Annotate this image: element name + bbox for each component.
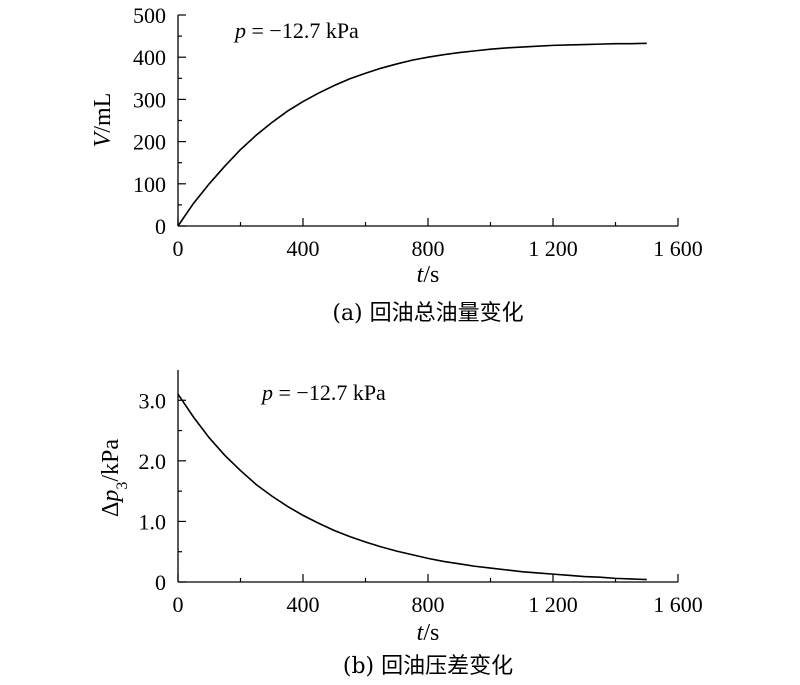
chart-b-annotation: p = −12.7 kPa xyxy=(260,380,386,405)
chart-a-series-line xyxy=(177,42,647,227)
y-tick-label: 100 xyxy=(133,172,166,197)
x-tick-label: 0 xyxy=(173,592,184,617)
chart-b-series-line xyxy=(177,393,647,581)
x-tick-label: 800 xyxy=(412,236,445,261)
y-tick-label: 3.0 xyxy=(139,388,167,413)
chart-a-caption: (a) 回油总油量变化 xyxy=(332,301,523,326)
x-tick-label: 800 xyxy=(412,592,445,617)
chart-a-y-axis-label: V/mL xyxy=(90,93,116,148)
x-tick-label: 1 600 xyxy=(653,592,703,617)
chart-a-y-tick-labels: 0 100 200 300 400 500 xyxy=(133,3,166,239)
chart-b-y-tick-labels: 0 1.0 2.0 3.0 xyxy=(139,388,167,595)
x-tick-label: 400 xyxy=(287,592,320,617)
y-tick-label: 300 xyxy=(133,87,166,112)
chart-b-x-tick-labels: 0 400 800 1 200 1 600 xyxy=(173,592,703,617)
y-tick-label: 400 xyxy=(133,45,166,70)
x-tick-label: 0 xyxy=(173,236,184,261)
chart-b-x-axis-label: t/s xyxy=(417,620,440,646)
chart-b-y-axis-label: Δp3/kPa xyxy=(98,439,131,517)
y-tick-label: 500 xyxy=(133,3,166,28)
y-tick-label: 1.0 xyxy=(139,509,167,534)
chart-a: 0 400 800 1 200 1 600 0 100 200 300 400 500 p = −… xyxy=(90,3,703,326)
y-tick-label: 0 xyxy=(155,214,166,239)
chart-a-x-tick-labels: 0 400 800 1 200 1 600 xyxy=(173,236,703,261)
x-tick-label: 1 200 xyxy=(528,592,578,617)
chart-b: 0 400 800 1 200 1 600 0 1.0 2.0 3.0 p = −12.7 k… xyxy=(98,370,703,679)
chart-b-ticks xyxy=(177,399,679,583)
x-tick-label: 1 600 xyxy=(653,236,703,261)
y-tick-label: 200 xyxy=(133,130,166,155)
x-tick-label: 1 200 xyxy=(528,236,578,261)
chart-a-x-axis-label: t/s xyxy=(417,262,440,288)
chart-a-annotation: p = −12.7 kPa xyxy=(233,18,359,43)
chart-a-ticks xyxy=(177,14,679,227)
y-tick-label: 2.0 xyxy=(139,449,167,474)
chart-b-caption: (b) 回油压差变化 xyxy=(343,654,513,679)
y-tick-label: 0 xyxy=(155,570,166,595)
x-tick-label: 400 xyxy=(287,236,320,261)
